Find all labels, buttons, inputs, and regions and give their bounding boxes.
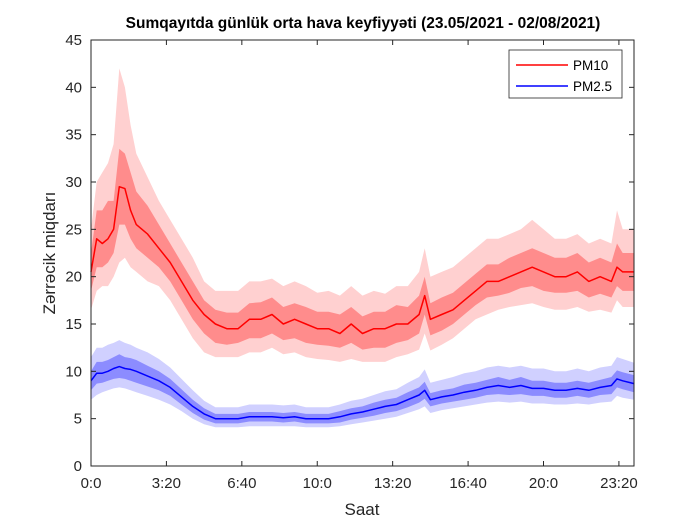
x-tick-label: 10:0 (303, 475, 332, 492)
y-tick-label: 0 (74, 458, 82, 475)
x-tick-label: 3:20 (152, 475, 181, 492)
x-axis: 0:0 3:20 6:40 10:0 13:20 16:40 20:0 23:20 (81, 40, 638, 492)
series-lines (90, 185, 635, 420)
x-tick-label: 13:20 (374, 475, 412, 492)
x-axis-label: Saat (345, 500, 380, 519)
x-tick-label: 16:40 (449, 475, 487, 492)
y-tick-label: 25 (65, 221, 82, 238)
x-tick-label: 0:0 (81, 475, 102, 492)
confidence-bands (91, 68, 634, 428)
y-tick-label: 10 (65, 363, 82, 380)
pm25-line (90, 365, 635, 420)
y-tick-label: 40 (65, 79, 82, 96)
y-axis: 0 5 10 15 20 25 30 35 40 45 (65, 32, 634, 475)
x-tick-label: 6:40 (227, 475, 256, 492)
legend-pm10-label: PM10 (573, 58, 608, 73)
y-axis-label: Zərrəcik miqdarı (40, 192, 59, 315)
y-tick-label: 45 (65, 32, 82, 49)
x-tick-label: 23:20 (600, 475, 638, 492)
pm25-inner-band (91, 354, 634, 424)
legend-pm25-label: PM2.5 (573, 79, 612, 94)
y-tick-label: 30 (65, 174, 82, 191)
pm10-line (90, 185, 634, 335)
legend: PM10 PM2.5 (508, 49, 623, 99)
y-tick-label: 35 (65, 127, 82, 144)
chart-title: Sumqayıtda günlük orta hava keyfiyyəti (… (126, 15, 601, 32)
y-tick-label: 20 (65, 269, 82, 286)
legend-box (508, 49, 623, 99)
y-tick-label: 15 (65, 316, 82, 333)
x-tick-label: 20:0 (529, 475, 558, 492)
y-tick-label: 5 (74, 411, 82, 428)
plot-area-frame (90, 39, 635, 467)
